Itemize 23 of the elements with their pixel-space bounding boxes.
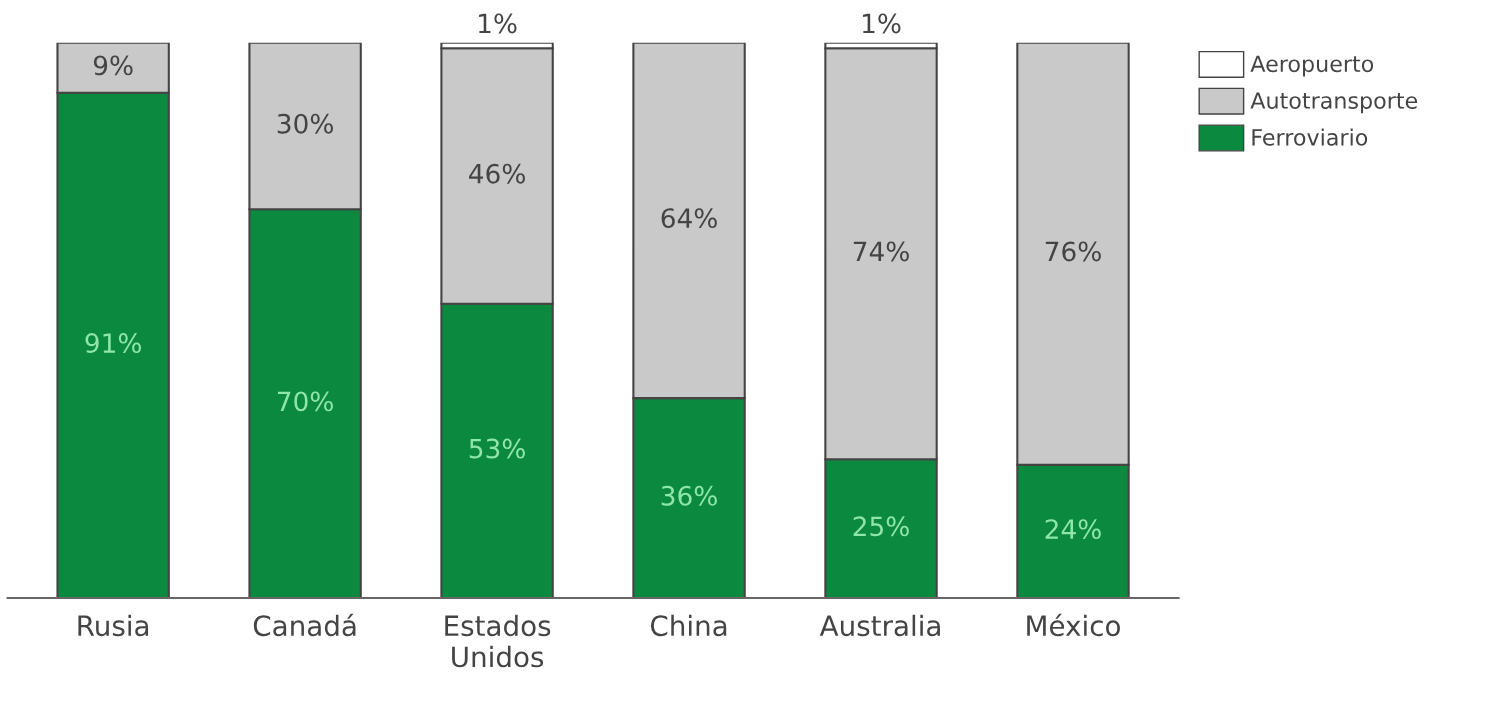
data-label: 76% <box>1045 241 1101 262</box>
x-tick-label: China <box>650 614 727 637</box>
data-label: 24% <box>1045 519 1101 540</box>
x-tick-label: Rusia <box>78 614 149 637</box>
data-label: 91% <box>85 333 142 354</box>
x-tick-label: México <box>1027 613 1120 637</box>
data-label: 70% <box>277 391 333 412</box>
data-label: 46% <box>469 163 525 184</box>
data-label: 1% <box>862 13 901 34</box>
data-label: 1% <box>479 13 517 34</box>
data-label: 64% <box>661 208 717 229</box>
legend-label: Autotransporte <box>1250 92 1418 114</box>
data-label: 36% <box>661 485 717 506</box>
data-label: 74% <box>853 241 909 262</box>
data-label: 53% <box>469 438 525 459</box>
legend-label: Aeropuerto <box>1250 55 1374 77</box>
x-tick-label: Canadá <box>253 613 356 637</box>
legend-label: Ferroviario <box>1252 128 1368 146</box>
data-label: 25% <box>853 516 909 537</box>
data-label: 9% <box>93 55 133 76</box>
x-tick-label: Australia <box>819 614 940 637</box>
x-tick-label: Estados Unidos <box>445 614 551 668</box>
data-label: 30% <box>277 113 333 134</box>
